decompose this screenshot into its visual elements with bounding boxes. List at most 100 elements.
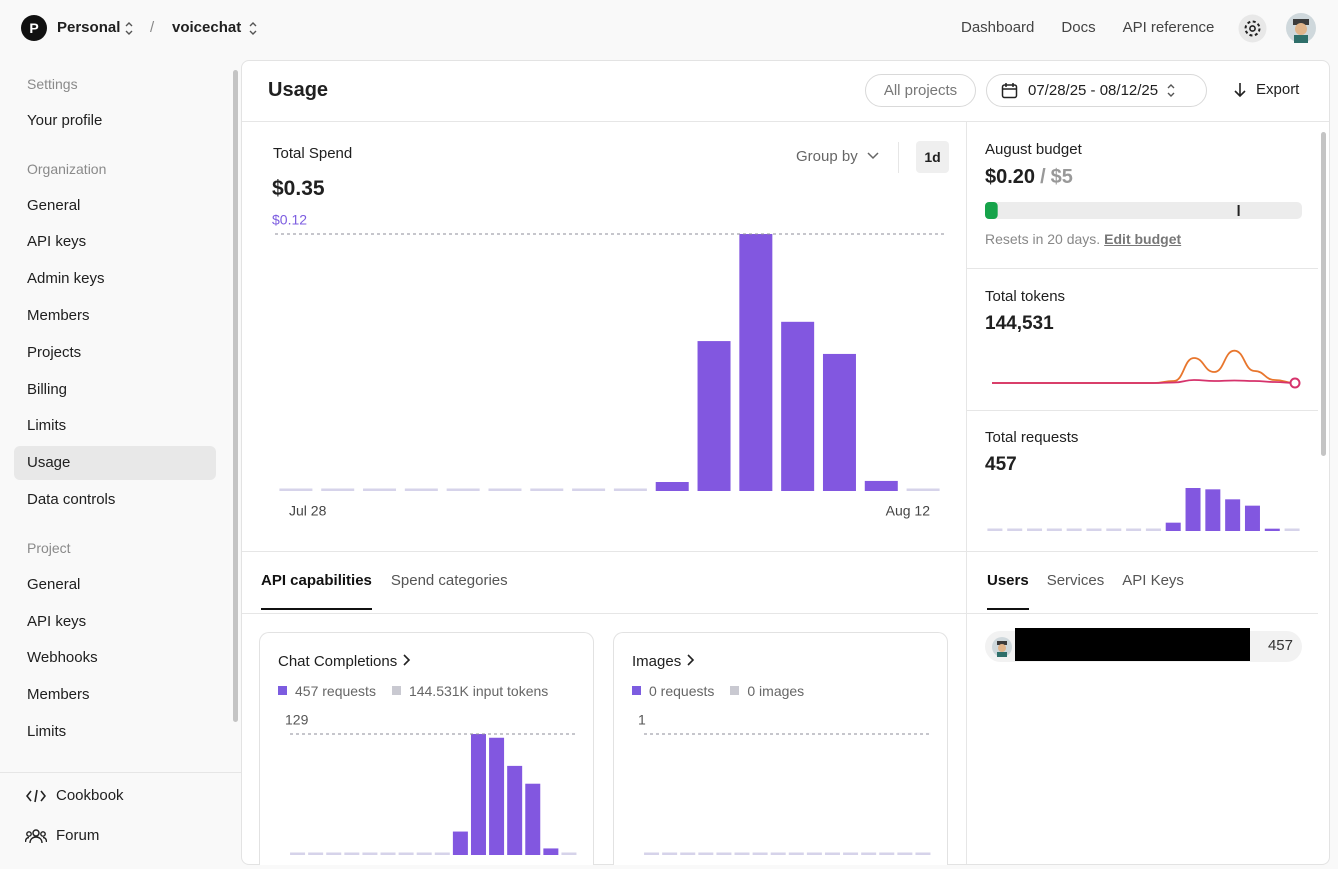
scrollbar [1321, 132, 1326, 456]
legend-label: 457 requests [295, 683, 376, 699]
export-button[interactable]: Export [1256, 81, 1300, 98]
nav-item[interactable]: Admin keys [27, 270, 105, 288]
user-avatar [992, 637, 1012, 657]
project-filter[interactable]: All projects [865, 74, 976, 107]
project-name[interactable]: voicechat [172, 19, 242, 36]
legend: 457 requests 144.531K input tokens [278, 683, 548, 699]
budget-separator: / [1040, 166, 1046, 188]
footer-link[interactable]: Cookbook [56, 787, 124, 804]
budget-note: Resets in 20 days. [985, 231, 1101, 247]
settings-button[interactable] [1238, 14, 1267, 43]
calendar-icon [1001, 83, 1018, 99]
chevron-icon [867, 152, 879, 160]
spend-total: $0.35 [272, 177, 325, 200]
tab[interactable]: Spend categories [390, 572, 508, 589]
chevron-icon [403, 654, 411, 666]
capability-tabs: API capabilities Spend categories [261, 572, 508, 610]
tab[interactable]: API capabilities [261, 572, 372, 610]
legend-swatch [632, 686, 641, 695]
group-by-button[interactable]: Group by [796, 148, 858, 165]
nav-item[interactable]: API keys [27, 233, 87, 251]
budget-limit: $5 [1050, 166, 1073, 188]
capability-card[interactable]: Chat Completions 457 requests 144.531K i… [259, 632, 594, 865]
nav-item[interactable]: Usage [14, 446, 216, 481]
card-title[interactable]: Chat Completions [278, 653, 413, 671]
nav-item[interactable]: Projects [27, 343, 82, 361]
nav-item[interactable]: API keys [27, 612, 87, 630]
divider [966, 122, 967, 864]
card-title[interactable]: Images [632, 653, 697, 671]
nav-item[interactable]: Limits [27, 722, 67, 740]
nav-link[interactable]: Dashboard [961, 19, 1035, 36]
user-requests: 457 [1267, 637, 1293, 654]
legend-swatch [278, 686, 287, 695]
nav-item[interactable]: General [27, 575, 81, 593]
user-avatar[interactable] [1286, 13, 1316, 43]
legend-item: 0 requests [632, 683, 714, 699]
budget-note-line: Resets in 20 days. Edit budget [985, 230, 1181, 248]
chevron-icon [1167, 84, 1175, 97]
legend-item: 457 requests [278, 683, 376, 699]
breakdown-tabs: Users Services API Keys [987, 572, 1184, 610]
legend-item: 0 images [730, 683, 804, 699]
interval-button[interactable]: 1d [916, 141, 949, 173]
legend-label: 0 requests [649, 683, 715, 699]
divider [967, 268, 1318, 269]
redacted-name [1015, 628, 1250, 661]
divider [242, 551, 1318, 552]
download-icon [1234, 83, 1246, 98]
chevron-icon [249, 22, 257, 35]
footer-link[interactable]: Forum [56, 827, 100, 844]
top-nav: Dashboard Docs API reference [961, 19, 1214, 37]
legend-label: 0 images [747, 683, 805, 699]
divider [242, 613, 1318, 614]
budget-spent: $0.20 [985, 166, 1036, 188]
sidebar: Settings Your profile Organization General A… [0, 60, 232, 772]
code-icon [26, 789, 46, 803]
divider [0, 772, 241, 773]
chart-title: Total tokens [985, 288, 1066, 305]
date-range: 07/28/25 - 08/12/25 [1028, 82, 1159, 99]
tokens-total: 144,531 [985, 313, 1054, 334]
chevron-icon [125, 22, 133, 35]
date-range-picker[interactable]: 07/28/25 - 08/12/25 [986, 74, 1207, 107]
divider [242, 121, 1329, 122]
budget-title: August budget [985, 141, 1082, 158]
nav-item[interactable]: Billing [27, 380, 68, 398]
legend: 0 requests 0 images [632, 683, 804, 699]
people-icon [25, 829, 47, 844]
nav-item[interactable]: General [27, 196, 81, 214]
divider [967, 410, 1318, 411]
tab[interactable]: Services [1046, 572, 1105, 589]
scrollbar [233, 70, 238, 722]
nav-item[interactable]: Limits [27, 417, 67, 435]
card-title-text: Images [632, 653, 682, 670]
budget-amount: $0.20 / $5 [985, 165, 1073, 189]
breadcrumb-separator: / [150, 19, 155, 36]
section-label: Project [27, 539, 71, 556]
org-name[interactable]: Personal [57, 19, 121, 36]
requests-total: 457 [985, 454, 1017, 475]
nav-item[interactable]: Members [27, 686, 90, 704]
nav-item[interactable]: Members [27, 306, 90, 324]
chart-title: Total Spend [273, 145, 353, 162]
divider [898, 142, 899, 173]
legend-swatch [391, 686, 401, 695]
legend-swatch [730, 686, 740, 695]
tab[interactable]: Users [987, 572, 1029, 610]
org-badge[interactable]: P [21, 15, 47, 41]
section-label: Settings [27, 76, 78, 92]
capability-card[interactable]: Images 0 requests 0 images [613, 632, 948, 865]
nav-item[interactable]: Data controls [27, 490, 116, 508]
edit-budget-link[interactable]: Edit budget [1104, 231, 1182, 247]
tab[interactable]: API Keys [1122, 572, 1184, 589]
nav-item[interactable]: Webhooks [27, 649, 98, 667]
section-label: Organization [27, 160, 107, 177]
nav-item[interactable]: Your profile [27, 111, 103, 129]
chart-title: Total requests [985, 429, 1079, 446]
nav-link[interactable]: API reference [1122, 19, 1215, 36]
card-title-text: Chat Completions [278, 653, 398, 670]
legend-label: 144.531K input tokens [408, 683, 549, 699]
nav-link[interactable]: Docs [1061, 19, 1096, 36]
